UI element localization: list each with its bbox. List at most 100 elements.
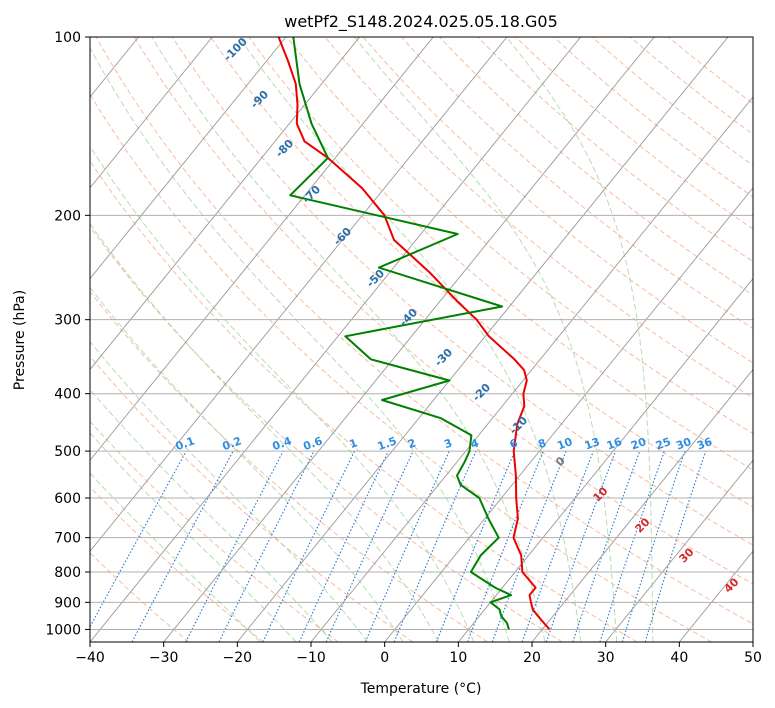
mixing-ratio-label: 0.4 [271, 434, 294, 453]
dry-adiabat-line [515, 37, 753, 230]
mixing-ratio-line [521, 450, 594, 642]
mixing-ratio-line [435, 450, 516, 642]
y-axis-ticks: 100 200 300 400 500 600 700 800 900 1000 [45, 30, 90, 638]
mixing-ratio-line [262, 450, 356, 642]
isotherm-label: -30 [432, 346, 455, 369]
mixing-ratio-line [466, 450, 544, 642]
x-tick-label: −30 [149, 650, 179, 666]
mixing-ratio-line [621, 450, 686, 642]
moist-adiabat-line [90, 472, 261, 642]
dry-adiabat-line [90, 355, 414, 642]
dry-adiabat-line [90, 552, 190, 642]
isotherm-label: -10 [507, 414, 530, 437]
moist-adiabat-line [90, 388, 333, 642]
moist-adiabat-line [90, 432, 297, 642]
mixing-ratio-label: 0.2 [221, 434, 244, 453]
isotherm-label: -90 [248, 88, 271, 111]
x-tick-label: 40 [670, 650, 688, 666]
mixing-ratio-label: 13 [583, 435, 602, 452]
x-tick-label: 30 [597, 650, 615, 666]
y-tick-label: 600 [54, 491, 81, 507]
mixing-ratio-label: 8 [536, 436, 548, 451]
isotherm-line [605, 459, 753, 642]
moist-adiabat-line [90, 46, 510, 642]
y-tick-label: 1000 [45, 622, 81, 638]
isotherm-line [752, 641, 753, 642]
y-tick-label: 700 [54, 531, 81, 547]
y-axis-label: Pressure (hPa) [12, 290, 28, 390]
isotherm-label: 10 [591, 484, 611, 504]
dry-adiabat-line [286, 37, 753, 435]
dry-adiabat-line [477, 37, 753, 263]
x-tick-label: 20 [523, 650, 541, 666]
mixing-ratio-label: 36 [695, 435, 714, 453]
moist-adiabat-line [151, 37, 546, 642]
isotherm-line [90, 37, 581, 642]
dry-adiabat-line [90, 160, 638, 642]
moist-adiabat-line [90, 222, 439, 642]
x-tick-label: −20 [223, 650, 253, 666]
isotherm-line [90, 37, 508, 552]
mixing-ratio-label: 3 [442, 436, 454, 451]
mixing-ratio-line [325, 450, 414, 642]
isotherm-line [531, 368, 753, 642]
chart-title: wetPf2_S148.2024.025.05.18.G05 [284, 12, 558, 32]
y-tick-label: 400 [54, 387, 81, 403]
isotherm-line [310, 96, 753, 642]
plot-frame [89, 36, 754, 643]
y-tick-label: 900 [54, 595, 81, 611]
dry-adiabat-line [324, 37, 753, 399]
isotherm-label: -60 [331, 225, 354, 248]
mixing-ratio-line [644, 450, 707, 642]
isotherm-line [90, 37, 434, 462]
isotherm-line [90, 37, 213, 189]
moist-adiabat-line [505, 37, 654, 642]
mixing-ratio-line [393, 450, 477, 642]
mixing-ratio-label: 4 [469, 436, 481, 451]
x-tick-label: 10 [449, 650, 467, 666]
mixing-ratio-line [545, 450, 617, 642]
mixing-ratio-label: 0.6 [301, 434, 324, 453]
moist-adiabat-line [90, 145, 475, 642]
dry-adiabat-line [591, 37, 753, 166]
mixing-ratio-label: 2 [406, 436, 418, 451]
background-lines [0, 37, 753, 642]
mixing-ratio-label: 6 [508, 436, 520, 451]
mixing-ratio-line [185, 450, 284, 642]
mixing-ratio-label: 1 [348, 436, 360, 451]
moist-adiabat-line [90, 286, 404, 642]
x-tick-label: 0 [380, 650, 389, 666]
y-tick-label: 200 [54, 208, 81, 224]
x-tick-label: −40 [75, 650, 105, 666]
x-tick-label: 50 [744, 650, 762, 666]
isotherm-line [163, 37, 655, 642]
isotherm-line [384, 187, 753, 642]
dry-adiabat-line [95, 37, 753, 625]
dry-adiabat-line [90, 486, 264, 642]
mixing-ratio-line [572, 450, 641, 642]
isotherm-line [0, 37, 65, 642]
mixing-ratio-line [218, 450, 315, 642]
mixing-ratio-line [364, 450, 450, 642]
isotherm-line [90, 37, 287, 280]
mixing-ratio-label: 0.1 [174, 434, 197, 453]
mixing-ratio-label: 30 [674, 435, 693, 453]
dry-adiabat-line [553, 37, 753, 198]
mixing-ratio-line [90, 450, 187, 629]
dry-adiabat-line [90, 225, 563, 642]
x-axis-label: Temperature (°C) [360, 681, 482, 697]
mixing-ratio-line [491, 450, 567, 642]
isotherm-label: -100 [221, 35, 250, 64]
isotherm-label: 20 [633, 515, 653, 535]
dry-adiabat-line [133, 37, 753, 585]
isotherm-label: 40 [722, 575, 742, 595]
mixing-ratio-label: 20 [629, 435, 648, 453]
isotherm-line [90, 37, 360, 371]
y-tick-label: 500 [54, 444, 81, 460]
temperature-profile [277, 37, 551, 631]
mixing-ratio-label: 25 [654, 435, 673, 452]
mixing-ratio-label: 16 [605, 435, 624, 453]
dewpoint-profile [289, 37, 513, 630]
mixing-ratio-label: 10 [555, 435, 574, 453]
